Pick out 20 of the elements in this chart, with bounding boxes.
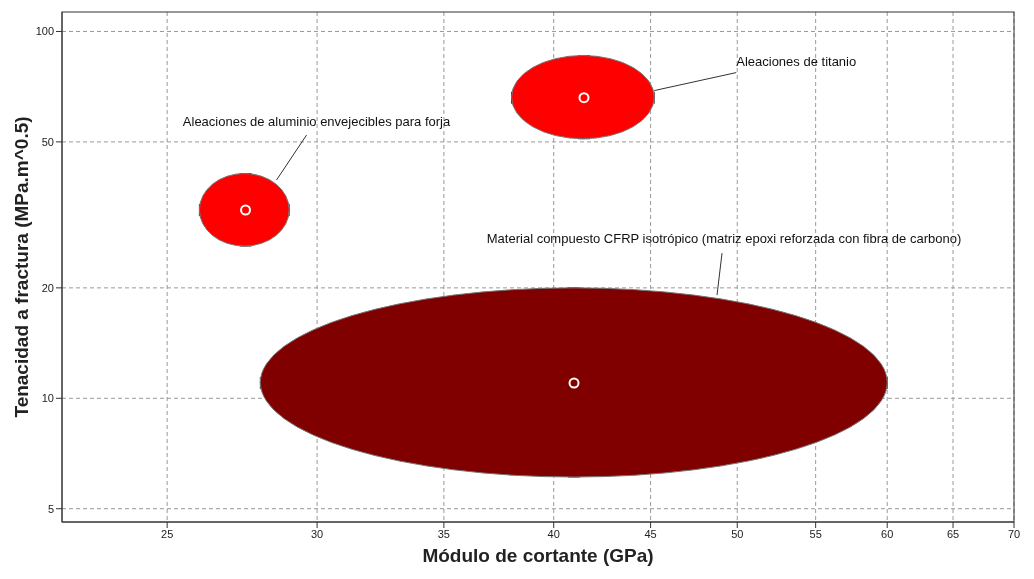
y-tick-label: 20	[41, 281, 54, 294]
x-tick-label: 60	[881, 527, 894, 540]
y-axis-title: Tenacidad a fractura (MPa.m^0.5)	[11, 116, 32, 418]
x-tick-label: 30	[310, 527, 324, 540]
x-tick-label: 65	[946, 527, 960, 540]
x-tick-label: 70	[1007, 527, 1021, 540]
y-tick-label: 50	[41, 135, 54, 148]
annotation: Aleaciones de aluminio envejecibles para forja	[182, 114, 451, 130]
x-tick-label: 25	[161, 527, 174, 540]
annotation: Material compuesto CFRP isotrópico (matriz epoxi reforzada con fibra de carbono)	[486, 231, 962, 247]
y-tick-label: 10	[41, 392, 54, 405]
x-tick-label: 50	[731, 527, 744, 540]
annotation: Aleaciones de titanio	[736, 53, 857, 69]
y-tick-label: 5	[47, 502, 54, 515]
x-tick-label: 40	[547, 527, 560, 540]
x-axis-title: Módulo de cortante (GPa)	[422, 545, 654, 566]
x-tick-label: 45	[644, 527, 657, 540]
y-tick-label: 100	[35, 25, 54, 38]
x-tick-label: 35	[437, 527, 451, 540]
x-tick-label: 55	[809, 527, 822, 540]
